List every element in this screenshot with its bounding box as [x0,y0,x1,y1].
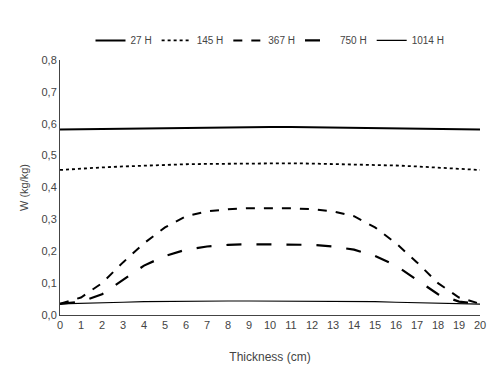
svg-text:7: 7 [204,319,210,331]
svg-text:145 H: 145 H [197,35,224,46]
svg-text:5: 5 [162,319,168,331]
svg-text:6: 6 [183,319,189,331]
svg-text:1014 H: 1014 H [412,35,444,46]
svg-text:0,0: 0,0 [42,309,57,321]
svg-text:13: 13 [327,319,339,331]
svg-text:0,5: 0,5 [42,149,57,161]
svg-text:0,7: 0,7 [42,86,57,98]
svg-text:11: 11 [285,319,296,331]
svg-text:0,4: 0,4 [42,181,57,193]
svg-text:8: 8 [225,319,231,331]
svg-text:9: 9 [246,319,252,331]
svg-text:0,2: 0,2 [42,245,57,257]
svg-text:0,1: 0,1 [42,277,57,289]
svg-text:1: 1 [78,319,84,331]
svg-text:12: 12 [306,319,318,331]
svg-text:W (kg/kg): W (kg/kg) [18,164,30,211]
svg-text:2: 2 [99,319,105,331]
svg-text:19: 19 [453,319,465,331]
svg-text:17: 17 [411,319,423,331]
svg-text:0,6: 0,6 [42,118,57,130]
svg-text:0,3: 0,3 [42,213,57,225]
svg-text:0,8: 0,8 [42,54,57,66]
svg-text:750 H: 750 H [340,35,367,46]
svg-text:367 H: 367 H [268,35,295,46]
svg-text:18: 18 [432,319,444,331]
svg-text:15: 15 [369,319,381,331]
svg-text:27 H: 27 H [131,35,152,46]
svg-text:Thickness (cm): Thickness (cm) [229,350,310,364]
svg-text:20: 20 [474,319,486,331]
svg-text:4: 4 [141,319,147,331]
svg-text:16: 16 [390,319,402,331]
svg-text:10: 10 [264,319,276,331]
svg-text:14: 14 [348,319,360,331]
svg-text:3: 3 [120,319,126,331]
svg-text:0: 0 [57,319,63,331]
